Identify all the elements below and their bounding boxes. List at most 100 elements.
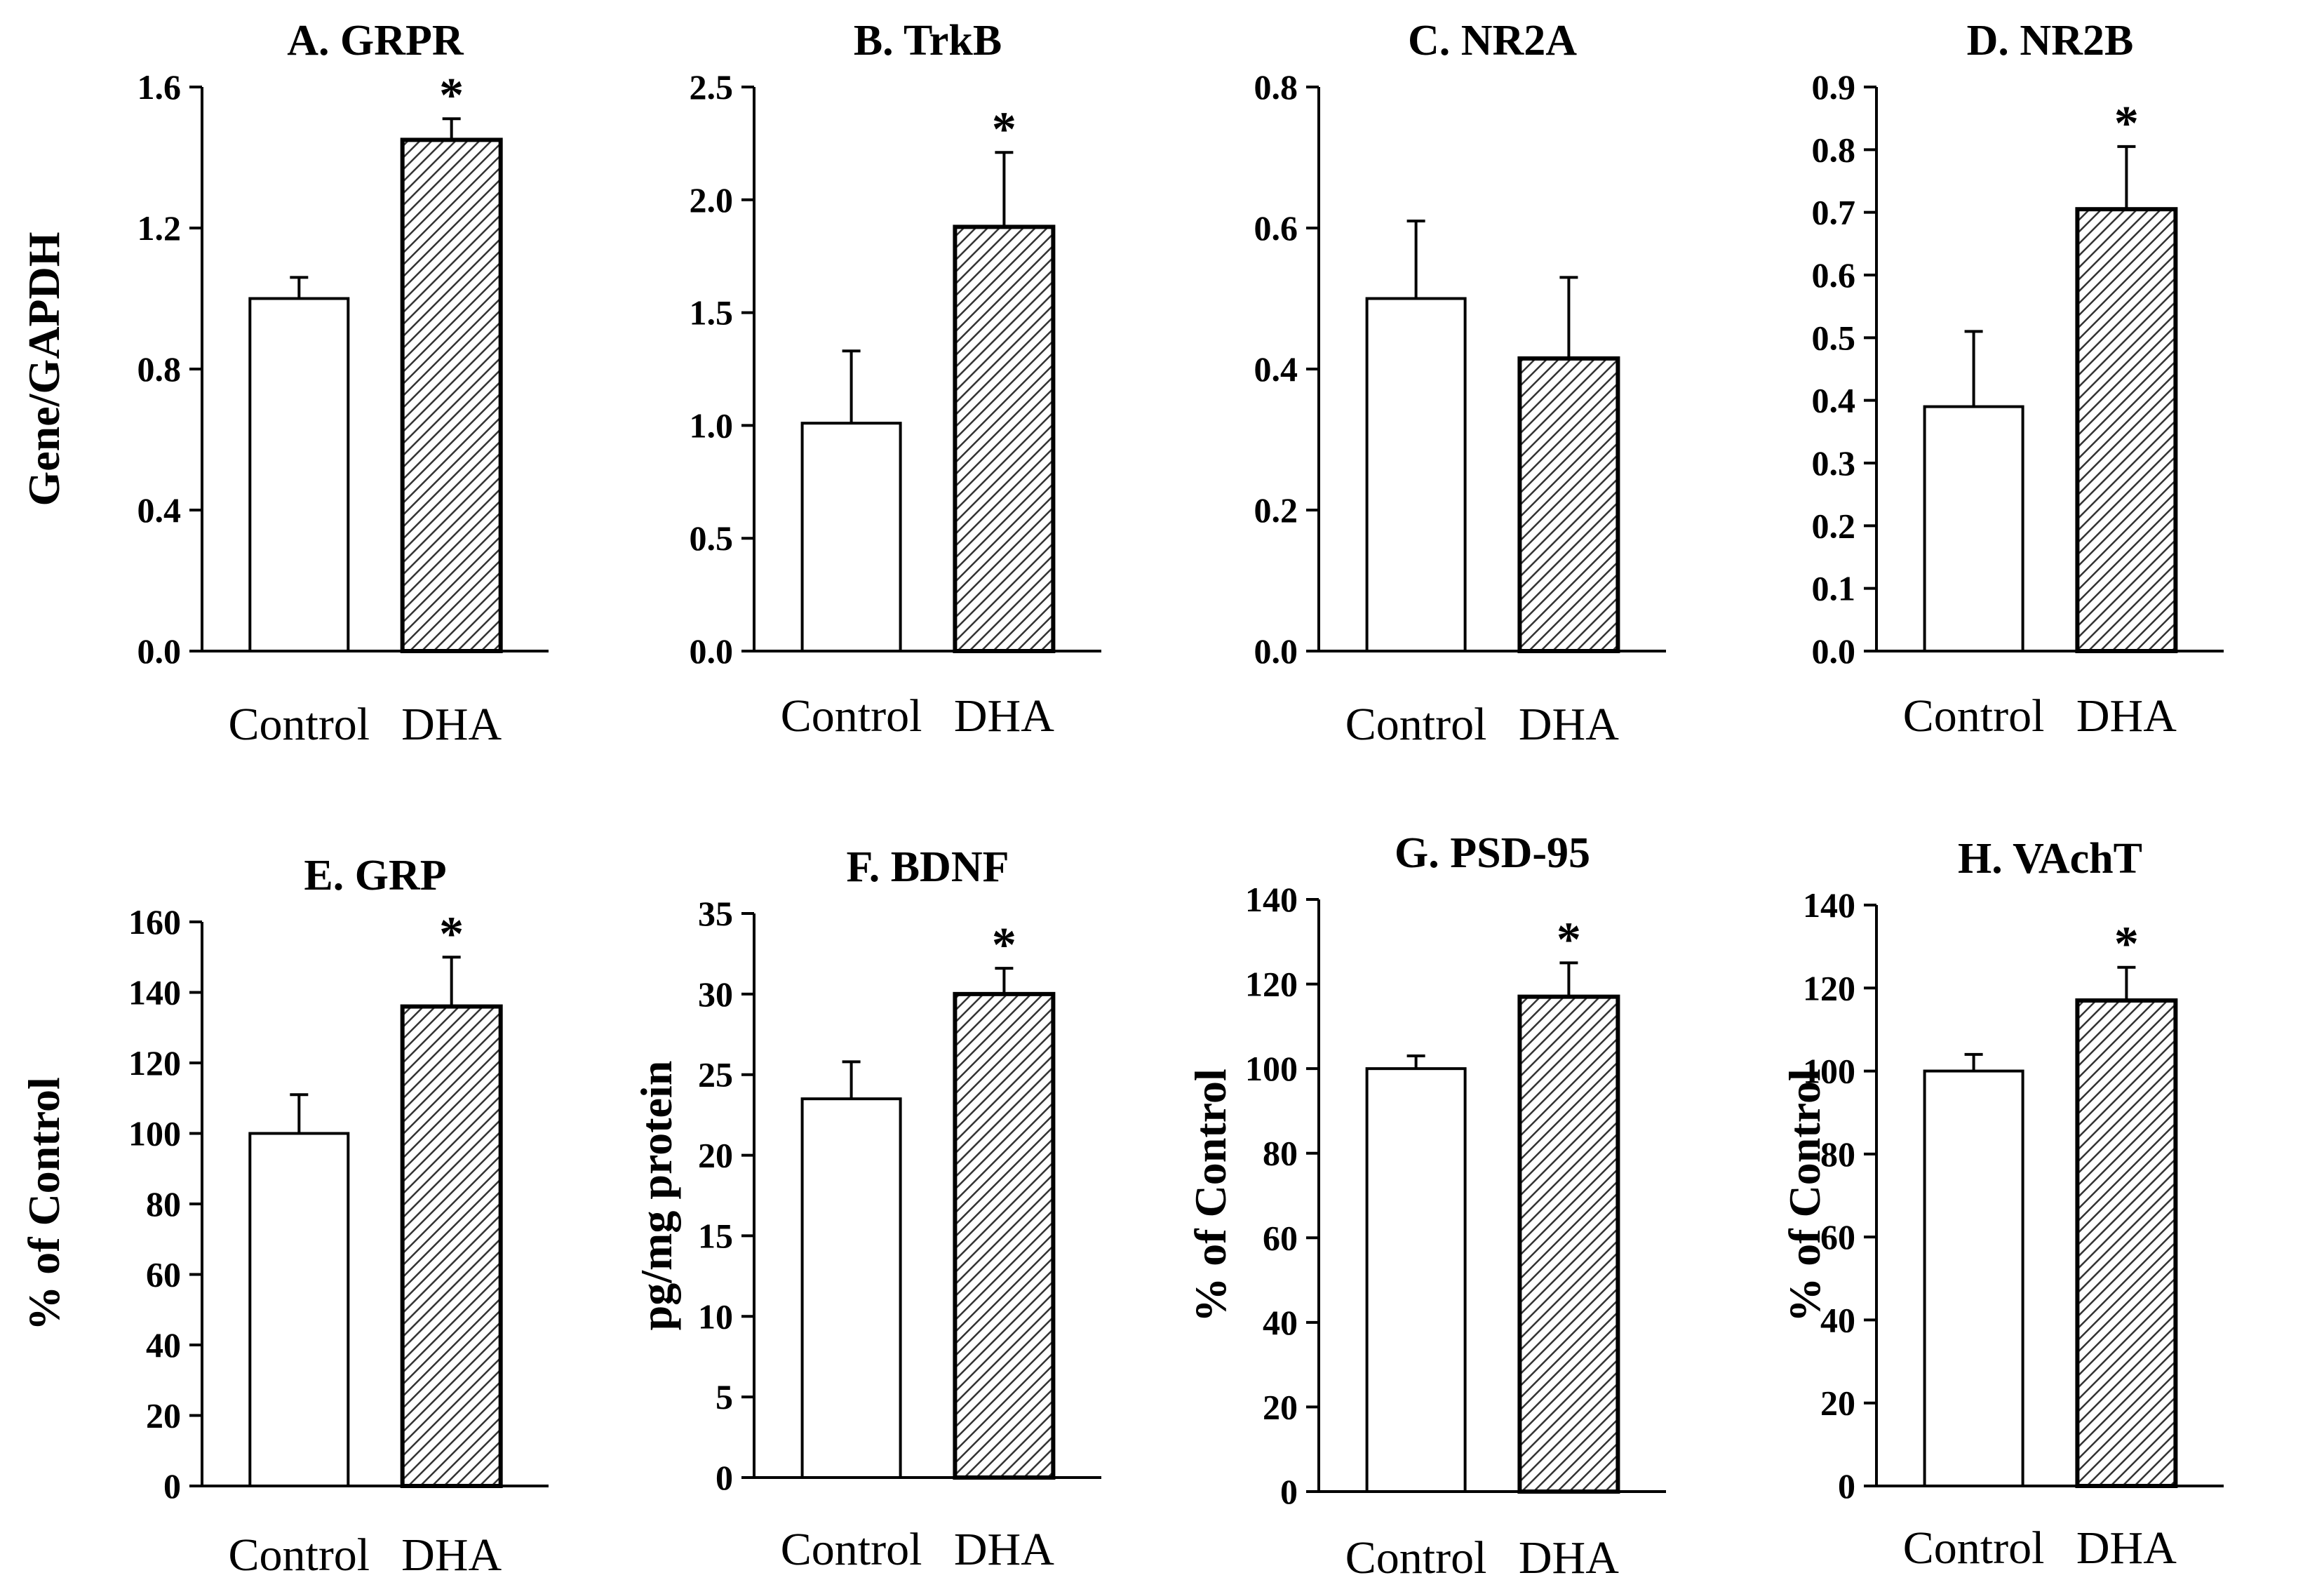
- y-tick-label: 0.4: [1812, 381, 1856, 420]
- chart-title: F. BDNF: [847, 843, 1009, 891]
- y-tick-label: 100: [128, 1114, 181, 1153]
- y-tick-label: 1.6: [137, 67, 182, 107]
- bar-dha: [953, 991, 1056, 1480]
- y-tick-label: 60: [1263, 1218, 1298, 1257]
- y-axis-label: % of Control: [19, 1077, 69, 1330]
- y-tick-label: 25: [698, 1055, 733, 1094]
- y-tick-label: 15: [698, 1216, 733, 1255]
- y-tick-label: 20: [146, 1396, 181, 1435]
- bar-control: [1365, 297, 1467, 652]
- chart-panel-g: G. PSD-95 0 20 40 60 80 100 120 140 % of Control C…: [1185, 829, 1666, 1583]
- y-tick-label: 1.2: [137, 208, 182, 248]
- bar-dha: [953, 225, 1056, 653]
- y-tick-label: 0.1: [1812, 569, 1856, 608]
- category-label: DHA: [1519, 699, 1619, 750]
- y-tick-label: 0.6: [1812, 255, 1856, 295]
- chart-panel-f: F. BDNF 0 5 10 15 20 25 30 35 pg/mg protein Contro…: [631, 843, 1101, 1575]
- y-tick-label: 80: [1820, 1134, 1855, 1174]
- category-label: Control: [1903, 1522, 2045, 1574]
- y-tick-label: 100: [1803, 1052, 1855, 1091]
- y-tick-label: 40: [1820, 1300, 1855, 1339]
- y-tick-label: 160: [128, 902, 181, 942]
- y-tick-label: 40: [1263, 1303, 1298, 1342]
- y-tick-label: 20: [1263, 1387, 1298, 1426]
- y-axis-label: % of Control: [1185, 1069, 1235, 1322]
- significance-marker: *: [2114, 918, 2139, 972]
- y-tick-label: 0: [716, 1458, 733, 1497]
- y-tick-label: 140: [1245, 880, 1298, 919]
- y-tick-label: 140: [1803, 885, 1855, 925]
- category-label: Control: [228, 699, 370, 750]
- y-tick-label: 0.4: [137, 490, 182, 530]
- bar-control: [1365, 1067, 1467, 1493]
- chart-title: B. TrkB: [854, 17, 1002, 65]
- y-axis-label: % of Control: [1780, 1069, 1829, 1322]
- y-tick-label: 0.5: [690, 518, 734, 558]
- chart-panel-b: B. TrkB 0.0 0.5 1.0 1.5 2.0 2.5 Control * DHA: [690, 17, 1101, 742]
- category-label: Control: [1345, 699, 1487, 750]
- y-tick-label: 2.0: [690, 180, 734, 220]
- y-tick-label: 0.0: [1254, 631, 1298, 671]
- y-tick-label: 0.7: [1812, 193, 1856, 232]
- category-label: Control: [1345, 1532, 1487, 1583]
- y-tick-label: 20: [698, 1136, 733, 1175]
- y-tick-label: 80: [146, 1184, 181, 1224]
- bar-dha: [1517, 994, 1620, 1494]
- y-axis-label: Gene/GAPDH: [19, 232, 69, 506]
- y-tick-label: 120: [1245, 965, 1298, 1004]
- y-tick-label: 60: [146, 1255, 181, 1294]
- y-axis-label: pg/mg protein: [631, 1061, 681, 1331]
- y-tick-label: 120: [1803, 968, 1855, 1007]
- y-tick-label: 0: [1838, 1466, 1855, 1506]
- bar-dha: [400, 1004, 503, 1488]
- y-tick-label: 5: [716, 1377, 733, 1417]
- category-label: DHA: [2076, 1522, 2177, 1574]
- bar-dha: [400, 138, 503, 653]
- significance-marker: *: [439, 907, 464, 961]
- y-tick-label: 80: [1263, 1134, 1298, 1173]
- bar-dha: [2075, 207, 2178, 653]
- y-tick-label: 0.2: [1254, 490, 1298, 530]
- category-label: DHA: [2076, 690, 2177, 742]
- y-tick-label: 0.4: [1254, 349, 1298, 389]
- y-tick-label: 0.5: [1812, 318, 1856, 357]
- bar-control: [1923, 1069, 2024, 1487]
- y-tick-label: 0.8: [1812, 130, 1856, 169]
- y-tick-label: 120: [128, 1043, 181, 1083]
- chart-panel-a: A. GRPR 0.0 0.4 0.8 1.2 1.6 Gene/GAPDH Control *…: [19, 17, 549, 750]
- chart-panel-e: E. GRP 0 20 40 60 80 100 120 140 160 % of Control C…: [19, 852, 549, 1581]
- y-tick-label: 60: [1820, 1217, 1855, 1257]
- y-tick-label: 0.0: [690, 631, 734, 671]
- y-tick-label: 2.5: [690, 67, 734, 107]
- category-label: DHA: [1519, 1532, 1619, 1583]
- category-label: Control: [228, 1529, 370, 1581]
- chart-title: E. GRP: [304, 852, 446, 899]
- chart-panel-d: D. NR2B 0.0 0.1 0.2 0.3 0.4 0.5 0.6 0.7 0.8 0.9 Con…: [1812, 17, 2224, 742]
- category-label: DHA: [401, 699, 502, 750]
- significance-marker: *: [992, 102, 1016, 156]
- chart-panel-h: H. VAchT 0 20 40 60 80 100 120 140 % of Control Co…: [1780, 835, 2224, 1574]
- category-label: DHA: [954, 1524, 1054, 1575]
- y-tick-label: 30: [698, 975, 733, 1014]
- chart-title: H. VAchT: [1958, 835, 2142, 883]
- category-label: Control: [781, 690, 922, 742]
- category-label: DHA: [954, 690, 1054, 742]
- y-tick-label: 1.5: [690, 293, 734, 333]
- chart-title: D. NR2B: [1967, 17, 2134, 65]
- y-tick-label: 140: [128, 973, 181, 1012]
- bar-dha: [1517, 356, 1620, 653]
- y-tick-label: 0.9: [1812, 67, 1856, 107]
- chart-title: C. NR2A: [1408, 17, 1577, 65]
- significance-marker: *: [992, 918, 1016, 972]
- y-tick-label: 1.0: [690, 406, 734, 445]
- y-tick-label: 0.0: [1812, 631, 1856, 671]
- y-tick-label: 0.8: [137, 349, 182, 389]
- y-tick-label: 100: [1245, 1049, 1298, 1088]
- bar-control: [800, 422, 902, 653]
- bar-control: [248, 297, 350, 652]
- y-tick-label: 35: [698, 894, 733, 933]
- category-label: Control: [781, 1524, 922, 1575]
- y-tick-label: 0.6: [1254, 208, 1298, 248]
- chart-title: G. PSD-95: [1395, 829, 1590, 877]
